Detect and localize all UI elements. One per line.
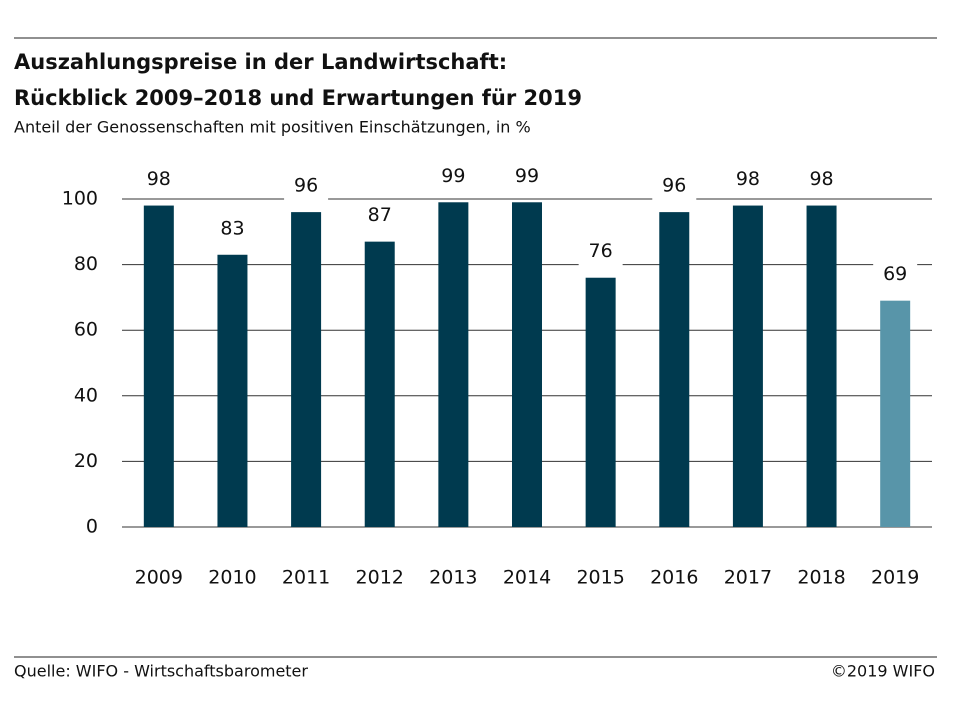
data-label: 76 bbox=[589, 240, 613, 262]
data-label: 98 bbox=[147, 168, 171, 190]
x-tick-label: 2013 bbox=[429, 567, 477, 589]
data-label: 99 bbox=[515, 165, 539, 187]
bar bbox=[143, 205, 174, 527]
copyright: ©2019 WIFO bbox=[831, 662, 935, 681]
bar bbox=[512, 202, 542, 527]
data-label-bg bbox=[873, 260, 918, 289]
bar bbox=[585, 277, 616, 527]
y-tick-label: 0 bbox=[86, 516, 98, 538]
data-label: 87 bbox=[368, 204, 392, 226]
y-tick-label: 80 bbox=[74, 253, 98, 275]
bar bbox=[291, 212, 322, 527]
data-label-bg bbox=[284, 172, 329, 201]
y-tick-label: 100 bbox=[62, 188, 98, 210]
x-tick-label: 2016 bbox=[650, 567, 698, 589]
bar bbox=[732, 205, 763, 527]
data-label-bg bbox=[799, 165, 844, 194]
bar bbox=[806, 205, 837, 527]
x-tick-label: 2009 bbox=[135, 567, 183, 589]
source: Quelle: WIFO - Wirtschaftsbarometer bbox=[14, 662, 308, 681]
x-tick-label: 2011 bbox=[282, 567, 330, 589]
bar bbox=[438, 202, 469, 527]
x-tick-label: 2015 bbox=[576, 567, 624, 589]
data-label-bg bbox=[505, 162, 549, 191]
data-label: 96 bbox=[662, 175, 686, 197]
y-tick-label: 20 bbox=[74, 450, 98, 472]
chart-subtitle: Anteil der Genossenschaften mit positive… bbox=[14, 118, 531, 137]
data-label-bg bbox=[652, 172, 697, 201]
bar bbox=[659, 212, 690, 527]
data-label-bg bbox=[431, 162, 476, 191]
data-label-bg bbox=[725, 165, 770, 194]
data-label-bg bbox=[357, 201, 402, 230]
data-label: 98 bbox=[736, 168, 760, 190]
x-tick-label: 2018 bbox=[797, 567, 845, 589]
data-label: 98 bbox=[809, 168, 833, 190]
x-tick-label: 2012 bbox=[356, 567, 404, 589]
y-tick-label: 40 bbox=[74, 384, 98, 406]
x-tick-label: 2010 bbox=[208, 567, 256, 589]
chart-title: Auszahlungspreise in der Landwirtschaft: bbox=[14, 50, 507, 74]
data-label-bg bbox=[578, 237, 623, 266]
x-tick-label: 2017 bbox=[724, 567, 772, 589]
chart-title-line-2: Rückblick 2009–2018 und Erwartungen für … bbox=[14, 86, 582, 110]
bar bbox=[217, 254, 248, 527]
data-label: 69 bbox=[883, 263, 907, 285]
data-label: 83 bbox=[220, 217, 244, 239]
data-label: 99 bbox=[441, 165, 465, 187]
bar bbox=[880, 300, 911, 527]
bar bbox=[364, 241, 395, 527]
x-tick-label: 2014 bbox=[503, 567, 551, 589]
data-label: 96 bbox=[294, 175, 318, 197]
x-tick-label: 2019 bbox=[871, 567, 919, 589]
data-label-bg bbox=[136, 165, 181, 194]
data-label-bg bbox=[210, 214, 255, 243]
y-tick-label: 60 bbox=[74, 319, 98, 341]
